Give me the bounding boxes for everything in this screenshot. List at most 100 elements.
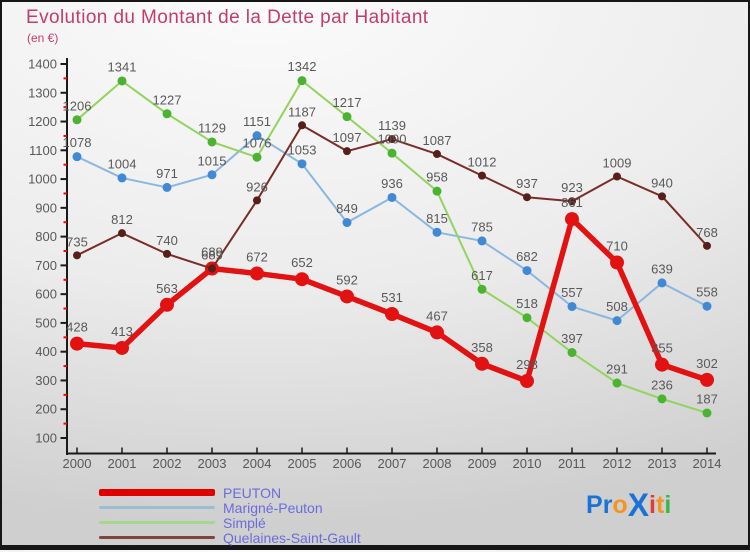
data-point [163, 249, 171, 258]
data-label: 936 [381, 176, 403, 191]
logo-letter: i [664, 491, 672, 519]
data-label: 617 [471, 268, 493, 283]
data-label: 672 [246, 249, 268, 264]
x-tick-label: 2006 [333, 456, 362, 471]
data-label: 735 [66, 234, 88, 249]
data-label: 508 [606, 299, 628, 314]
data-point [298, 121, 306, 130]
data-point [253, 196, 261, 205]
data-label: 1053 [288, 142, 317, 157]
data-point [477, 236, 487, 246]
data-point [160, 297, 174, 312]
data-point [520, 374, 534, 389]
data-point [430, 325, 444, 340]
data-point [658, 192, 666, 201]
data-point [342, 112, 352, 122]
data-point [387, 192, 397, 202]
data-point [208, 264, 216, 273]
data-point [250, 266, 264, 281]
x-tick-label: 2013 [648, 456, 677, 471]
data-label: 1015 [198, 153, 227, 168]
data-label: 926 [246, 179, 268, 194]
data-label: 937 [516, 176, 538, 191]
data-label: 1227 [153, 92, 182, 107]
data-label: 861 [561, 195, 583, 210]
data-label: 467 [426, 308, 448, 323]
legend-item: Simplé [99, 515, 361, 531]
legend-label: PEUTON [223, 484, 282, 501]
x-tick-label: 2005 [288, 456, 317, 471]
x-tick-label: 2000 [63, 456, 92, 471]
data-label: 1097 [333, 130, 362, 145]
proxiti-logo[interactable]: ProXiti [586, 488, 671, 526]
data-labels: 1078 1004 971 1015 1151 1053 849 936 815 785 682 55… [63, 59, 718, 406]
y-tick-label: 300 [35, 373, 57, 388]
data-label: 1217 [333, 95, 362, 110]
y-tick-label: 800 [35, 229, 57, 244]
data-point [657, 394, 667, 404]
y-tick-label: 200 [35, 402, 57, 417]
data-point [297, 76, 307, 86]
data-point [252, 152, 262, 162]
x-tick-label: 2008 [423, 456, 452, 471]
data-point [117, 76, 127, 86]
data-point [252, 131, 262, 141]
data-point [655, 357, 669, 372]
data-point [432, 227, 442, 237]
data-label: 710 [606, 239, 628, 254]
data-point [343, 147, 351, 156]
data-point [72, 115, 82, 125]
data-point [522, 313, 532, 323]
data-label: 557 [561, 285, 583, 300]
data-point [475, 356, 489, 371]
y-tick-label: 700 [35, 258, 57, 273]
data-label: 1341 [108, 59, 137, 74]
data-label: 740 [156, 233, 178, 248]
data-label: 1009 [603, 155, 632, 170]
y-tick-label: 900 [35, 200, 57, 215]
data-point [72, 152, 82, 162]
series-Simplé [72, 76, 712, 418]
x-tick-label: 2012 [603, 456, 632, 471]
data-label: 428 [66, 320, 88, 335]
data-point [297, 159, 307, 169]
data-label: 1206 [63, 98, 92, 113]
y-tick-label: 500 [35, 315, 57, 330]
data-point [433, 150, 441, 159]
y-tick-label: 1300 [28, 85, 57, 100]
data-label: 639 [651, 261, 673, 276]
series-PEUTON [70, 212, 714, 389]
y-tick-label: 100 [35, 431, 57, 446]
data-label: 940 [651, 175, 673, 190]
data-point [567, 302, 577, 312]
legend-swatch [99, 521, 215, 524]
data-label: 1078 [63, 135, 92, 150]
x-tick-label: 2004 [243, 456, 272, 471]
logo-letter: r [602, 491, 613, 519]
data-point [432, 186, 442, 196]
data-label: 682 [516, 249, 538, 264]
data-point [162, 109, 172, 119]
data-point [115, 340, 129, 355]
chart-subtitle: (en €) [27, 31, 59, 45]
data-label: 689 [201, 248, 223, 263]
data-point [477, 284, 487, 294]
data-point [73, 251, 81, 260]
data-label: 1090 [378, 132, 407, 147]
data-point [657, 278, 667, 288]
data-label: 768 [696, 225, 718, 240]
data-point [207, 137, 217, 147]
y-tick-label: 600 [35, 287, 57, 302]
data-point [565, 212, 579, 227]
data-point [567, 348, 577, 358]
data-label: 413 [111, 324, 133, 339]
y-tick-label: 400 [35, 344, 57, 359]
logo-letter: i [649, 491, 656, 519]
data-label: 815 [426, 211, 448, 226]
data-point [387, 148, 397, 158]
data-label: 849 [336, 201, 358, 216]
axes: 100 200 300 400 500 600 700 800 900 1000 1100 1200 1… [28, 57, 721, 472]
y-tick-label: 1200 [28, 114, 57, 129]
legend-item: Marigné-Peuton [99, 500, 361, 516]
data-point [117, 173, 127, 183]
